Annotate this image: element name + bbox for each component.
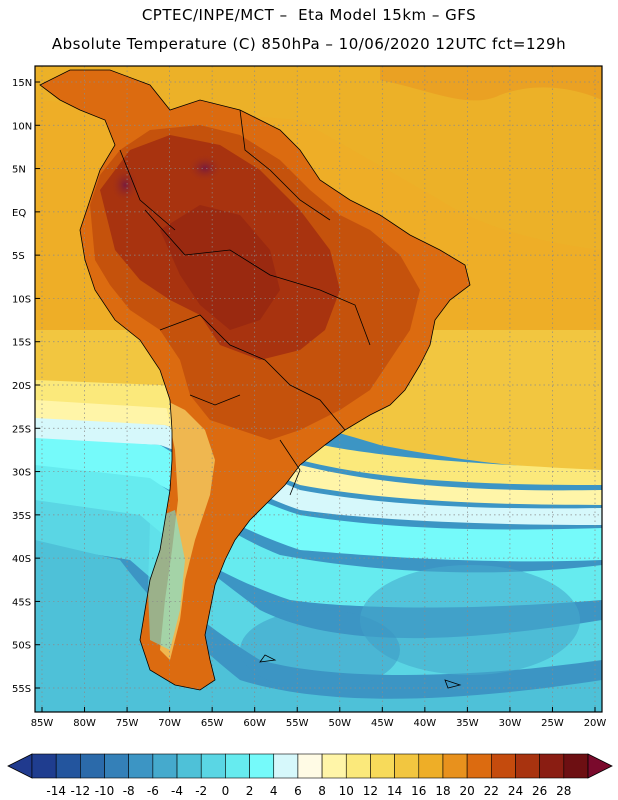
latitude-label: 35S [12, 511, 31, 522]
colorbar-swatch [345, 753, 371, 779]
map-title-line-2: Absolute Temperature (C) 850hPa – 10/06/… [51, 35, 567, 53]
longitude-label: 40W [414, 718, 437, 729]
colorbar-swatch [225, 753, 250, 779]
longitude-label: 30W [499, 718, 522, 729]
longitude-label: 45W [371, 718, 394, 729]
colorbar-swatch [31, 753, 57, 779]
colorbar-swatch [539, 753, 565, 779]
colorbar-label: 16 [411, 784, 426, 798]
colorbar-label: -2 [195, 784, 207, 798]
colorbar-swatch [515, 753, 540, 779]
colorbar-swatch [491, 753, 516, 779]
colorbar-label: -12 [71, 784, 91, 798]
latitude-label: 5S [12, 251, 25, 262]
colorbar-swatch [104, 753, 129, 779]
colorbar-swatch [249, 753, 275, 779]
latitude-label: 45S [12, 597, 31, 608]
colorbar-swatch [321, 753, 347, 779]
latitude-label: 10S [12, 294, 31, 305]
latitude-label: 15N [12, 78, 32, 89]
latitude-label: 30S [12, 468, 31, 479]
map-frame [34, 65, 603, 713]
colorbar-high-arrow [587, 753, 613, 779]
colorbar-label: 18 [435, 784, 450, 798]
colorbar-swatch [466, 753, 492, 779]
colorbar-swatch [418, 753, 444, 779]
longitude-label: 20W [584, 718, 607, 729]
colorbar-swatch [128, 753, 154, 779]
colorbar-swatch [442, 753, 468, 779]
latitude-label: 20S [12, 381, 31, 392]
longitude-label: 75W [116, 718, 139, 729]
colorbar-swatch [394, 753, 420, 779]
colorbar-swatch [273, 753, 299, 779]
colorbar-label: 20 [459, 784, 474, 798]
colorbar-swatch [297, 753, 323, 779]
longitude-label: 55W [286, 718, 309, 729]
colorbar-swatch [55, 753, 81, 779]
colorbar-swatch [152, 753, 178, 779]
latitude-labels: 15N 10N 5N EQ 5S 10S 15S 20S 25S 30S 35S 40S 45S 50S 5… [12, 78, 40, 695]
colorbar-label: 26 [532, 784, 547, 798]
colorbar-label: 10 [339, 784, 354, 798]
latitude-label: EQ [12, 208, 26, 219]
colorbar-swatch [80, 753, 105, 779]
longitude-label: 25W [541, 718, 564, 729]
longitude-label: 70W [158, 718, 181, 729]
colorbar-label: 14 [387, 784, 402, 798]
colorbar-label: -6 [147, 784, 159, 798]
colorbar-label: 4 [270, 784, 278, 798]
coastlines [39, 69, 471, 691]
colorbar-label: -14 [46, 784, 66, 798]
latitude-label: 15S [12, 338, 31, 349]
longitude-label: 50W [328, 718, 351, 729]
graticule [35, 66, 602, 712]
colorbar-swatch [200, 753, 226, 779]
latitude-label: 25S [12, 424, 31, 435]
latitude-label: 50S [12, 641, 31, 652]
colorbar [7, 753, 613, 779]
colorbar-label: -8 [123, 784, 135, 798]
map-title-line-1: CPTEC/INPE/MCT – Eta Model 15km – GFS [141, 6, 477, 24]
colorbar-swatch [563, 753, 589, 779]
colorbar-swatch [370, 753, 395, 779]
longitude-label: 85W [31, 718, 54, 729]
map-field [35, 66, 602, 712]
colorbar-label: 22 [484, 784, 499, 798]
longitude-label: 65W [201, 718, 224, 729]
longitude-labels: 85W 80W 75W 70W 65W 60W 55W 50W 45W 40W 35W 30W 25W 2… [31, 707, 607, 729]
colorbar-low-arrow [7, 753, 33, 779]
colorbar-label: -4 [171, 784, 183, 798]
colorbar-label: 2 [246, 784, 254, 798]
colorbar-label: 12 [363, 784, 378, 798]
colorbar-label: 24 [508, 784, 523, 798]
colorbar-label: 28 [556, 784, 571, 798]
colorbar-label: 8 [318, 784, 326, 798]
latitude-label: 55S [12, 684, 31, 695]
longitude-label: 60W [243, 718, 266, 729]
colorbar-label: 6 [294, 784, 302, 798]
colorbar-labels: -14 -12 -10 -8 -6 -4 -2 0 2 4 6 8 10 12 14 16 18 20 22 24 26… [46, 784, 571, 798]
longitude-label: 35W [456, 718, 479, 729]
latitude-label: 40S [12, 554, 31, 565]
colorbar-swatch [176, 753, 202, 779]
longitude-label: 80W [73, 718, 96, 729]
latitude-label: 5N [12, 165, 26, 176]
colorbar-label: -10 [95, 784, 115, 798]
latitude-label: 10N [12, 121, 32, 132]
colorbar-label: 0 [222, 784, 230, 798]
